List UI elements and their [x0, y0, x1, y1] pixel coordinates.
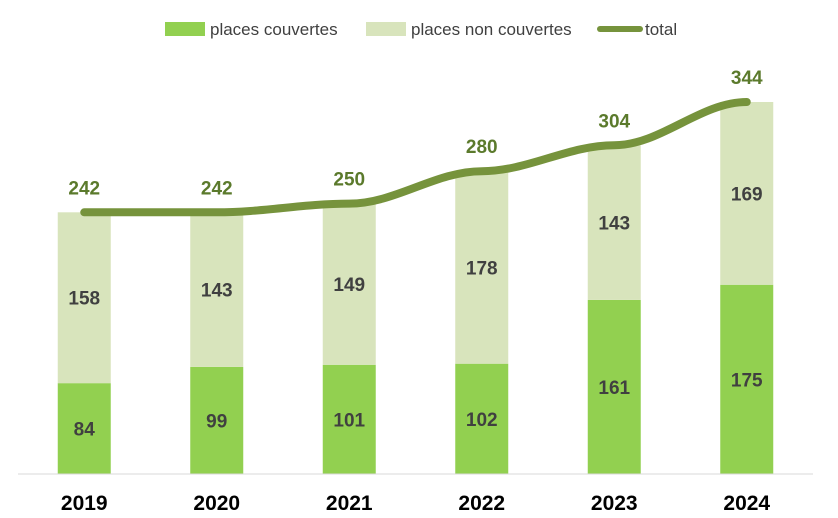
total-line [80, 98, 751, 217]
data-label-places-couvertes-2023: 161 [598, 378, 630, 399]
data-label-total-2021: 250 [333, 170, 365, 191]
bar-places-non-couvertes-2023 [587, 145, 641, 300]
data-label-places-couvertes-2019: 84 [74, 420, 96, 441]
data-label-total-2024: 344 [731, 68, 763, 89]
bar-places-couvertes-2020 [190, 366, 244, 474]
data-label-total-2023: 304 [598, 111, 630, 132]
legend-swatch-places-couvertes [165, 22, 205, 36]
legend-label-places-non-couvertes: places non couvertes [411, 20, 572, 39]
x-tick-label-2020: 2020 [193, 492, 240, 515]
bar-places-non-couvertes-2024 [720, 102, 774, 285]
data-label-places-couvertes-2020: 99 [206, 411, 227, 432]
bar-places-non-couvertes-2022 [455, 171, 509, 364]
bar-places-couvertes-2021 [322, 364, 376, 474]
x-tick-label-2022: 2022 [458, 492, 505, 515]
bar-places-non-couvertes-2019 [57, 212, 111, 384]
bar-places-couvertes-2019 [57, 383, 111, 474]
bar-places-couvertes-2024 [720, 284, 774, 474]
data-label-places-non-couvertes-2022: 178 [466, 258, 498, 279]
x-tick-label-2021: 2021 [326, 492, 373, 515]
data-label-places-non-couvertes-2021: 149 [333, 275, 365, 296]
data-label-places-non-couvertes-2019: 158 [68, 289, 100, 310]
legend-swatch-places-non-couvertes [366, 22, 406, 36]
x-tick-label-2023: 2023 [591, 492, 638, 515]
data-label-places-couvertes-2021: 101 [333, 410, 365, 431]
data-label-places-non-couvertes-2020: 143 [201, 281, 233, 302]
legend-label-places-couvertes: places couvertes [210, 20, 338, 39]
data-label-places-couvertes-2024: 175 [731, 370, 763, 391]
legend: places couvertes places non couvertes to… [165, 20, 677, 39]
data-label-places-non-couvertes-2024: 169 [731, 184, 763, 205]
legend-item-places-couvertes: places couvertes [165, 20, 338, 39]
data-label-places-couvertes-2022: 102 [466, 410, 498, 431]
data-label-total-2020: 242 [201, 178, 233, 199]
x-tick-label-2019: 2019 [61, 492, 108, 515]
data-label-places-non-couvertes-2023: 143 [598, 214, 630, 235]
data-label-total-2019: 242 [68, 178, 100, 199]
bar-places-non-couvertes-2020 [190, 212, 244, 367]
data-label-total-2022: 280 [466, 137, 498, 158]
bar-places-couvertes-2022 [455, 363, 509, 474]
legend-item-places-non-couvertes: places non couvertes [366, 20, 572, 39]
x-tick-label-2024: 2024 [723, 492, 770, 515]
plot-area: 84 158 2019 99 143 2020 101 149 2021 102 178 2022 16… [18, 68, 813, 515]
bar-places-non-couvertes-2021 [322, 203, 376, 365]
legend-label-total: total [645, 20, 677, 39]
bar-places-couvertes-2023 [587, 299, 641, 474]
legend-item-total: total [597, 20, 677, 39]
